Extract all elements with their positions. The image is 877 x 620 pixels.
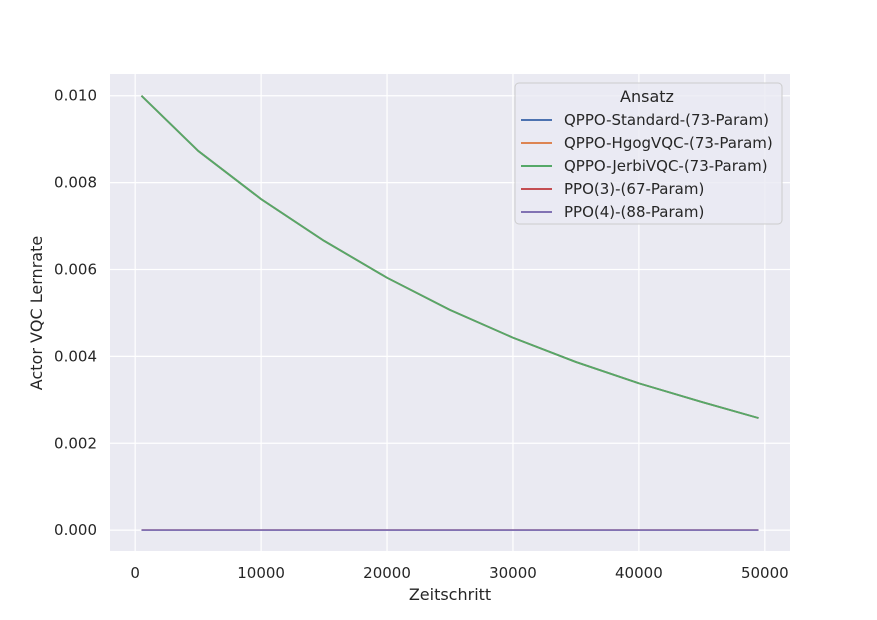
x-tick-label: 20000: [363, 564, 411, 582]
series-line-qppo-jerbivqc-73-param: [140, 95, 759, 419]
y-axis-label: Actor VQC Lernrate: [27, 236, 46, 390]
y-tick-label: 0.002: [54, 434, 97, 452]
legend-box: [514, 82, 783, 225]
legend-label: PPO(4)-(88-Param): [564, 203, 704, 221]
legend-label: QPPO-JerbiVQC-(73-Param): [564, 157, 768, 175]
x-tick-label: 0: [130, 564, 140, 582]
x-tick-label: 50000: [741, 564, 789, 582]
legend-items: QPPO-Standard-(73-Param) QPPO-HgogVQC-(73…: [521, 111, 773, 221]
x-tick-label: 10000: [237, 564, 285, 582]
tick-labels: 0 10000 20000 30000 40000 50000 0.000 0.002 0.00…: [54, 87, 789, 582]
y-tick-label: 0.004: [54, 347, 97, 365]
x-tick-label: 30000: [489, 564, 537, 582]
y-tick-label: 0.000: [54, 521, 97, 539]
y-tick-label: 0.006: [54, 260, 97, 278]
legend-label: QPPO-HgogVQC-(73-Param): [564, 134, 773, 152]
legend-title: Ansatz: [620, 87, 674, 106]
x-axis-label: Zeitschritt: [409, 585, 491, 604]
y-tick-label: 0.010: [54, 87, 97, 105]
y-tick-label: 0.008: [54, 174, 97, 192]
legend-label: PPO(3)-(67-Param): [564, 180, 704, 198]
x-tick-label: 40000: [615, 564, 663, 582]
legend: Ansatz QPPO-Standard-(73-Param) QPPO-Hgog…: [514, 82, 783, 225]
series-lines: [140, 95, 759, 532]
legend-label: QPPO-Standard-(73-Param): [564, 111, 769, 129]
